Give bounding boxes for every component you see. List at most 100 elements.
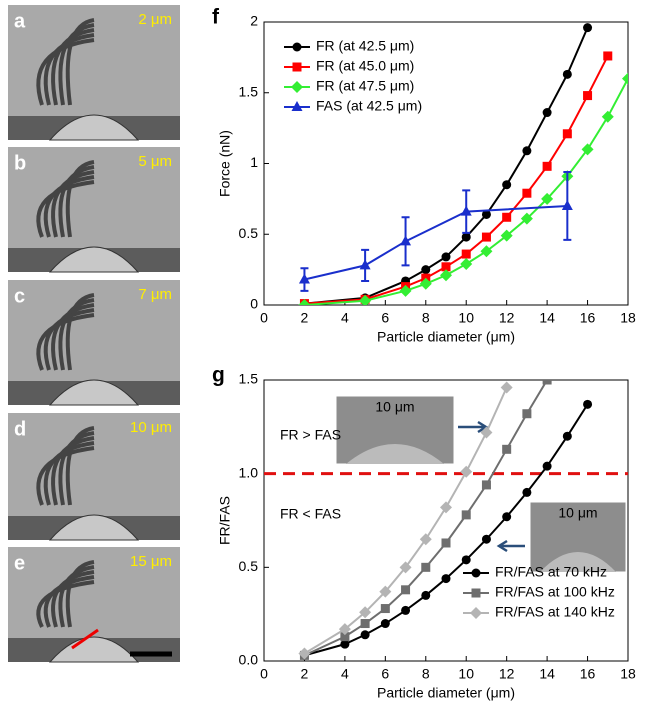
panel-letter: a — [14, 10, 26, 32]
marker — [400, 235, 412, 246]
marker — [441, 262, 451, 272]
inset-label: 10 μm — [375, 399, 414, 415]
marker — [359, 606, 372, 619]
marker — [583, 23, 593, 33]
marker — [340, 639, 350, 649]
marker — [480, 426, 493, 439]
particle-track — [36, 446, 95, 506]
x-tick-label: 10 — [458, 666, 474, 682]
marker — [603, 51, 613, 61]
series-line — [304, 27, 589, 305]
marker — [542, 461, 552, 471]
marker — [441, 574, 451, 584]
scale-label: 5 μm — [138, 153, 172, 170]
marker — [460, 205, 472, 216]
marker — [522, 487, 532, 497]
arrow — [458, 420, 489, 434]
marker — [481, 480, 491, 490]
x-tick-label: 8 — [422, 666, 430, 682]
scale-label: 10 μm — [130, 419, 172, 436]
legend-label: FR (at 47.5 μm) — [316, 78, 414, 94]
x-tick-label: 2 — [301, 666, 309, 682]
marker — [542, 380, 552, 385]
marker — [581, 143, 594, 156]
y-tick-label: 1 — [250, 154, 258, 170]
marker — [380, 619, 390, 629]
marker — [421, 265, 431, 275]
scale-label: 2 μm — [138, 11, 172, 28]
y-tick-label: 1.0 — [239, 464, 259, 480]
arrow — [496, 539, 525, 553]
marker — [338, 623, 351, 636]
pillar — [48, 114, 140, 141]
marker — [601, 110, 614, 123]
marker — [419, 277, 432, 290]
marker — [440, 501, 452, 514]
marker — [298, 647, 311, 660]
x-tick-label: 18 — [620, 310, 636, 326]
marker — [481, 232, 491, 242]
marker — [461, 232, 471, 242]
x-axis-label: Particle diameter (μm) — [377, 329, 515, 345]
x-tick-label: 14 — [539, 310, 555, 326]
panel-letter: b — [14, 152, 26, 174]
legend-label: FR/FAS at 100 kHz — [495, 584, 615, 600]
annotation: FR < FAS — [280, 506, 341, 522]
marker — [359, 294, 372, 305]
x-tick-label: 6 — [381, 310, 389, 326]
marker — [399, 284, 412, 297]
series-group — [298, 23, 628, 305]
marker — [500, 229, 513, 242]
legend-label: FAS (at 42.5 μm) — [316, 98, 422, 114]
marker — [470, 607, 482, 619]
panel-letter: g — [212, 364, 225, 387]
x-tick-label: 2 — [301, 310, 309, 326]
x-tick-label: 12 — [499, 666, 515, 682]
marker — [522, 188, 532, 198]
marker — [522, 146, 532, 156]
marker — [401, 585, 411, 595]
x-tick-label: 0 — [260, 666, 268, 682]
marker — [502, 444, 512, 454]
y-tick-label: 0 — [250, 296, 258, 312]
marker — [583, 91, 593, 101]
marker — [441, 252, 451, 262]
arrow — [71, 628, 99, 650]
micro-image: b 5 μm — [8, 147, 180, 273]
marker — [481, 534, 491, 544]
marker — [291, 81, 303, 93]
x-tick-label: 18 — [620, 666, 636, 682]
pillar — [48, 636, 140, 663]
particle-track — [36, 38, 95, 106]
x-tick-label: 8 — [422, 310, 430, 326]
micro-image: c 7 μm — [8, 280, 180, 406]
inset-pillar — [346, 444, 444, 464]
marker — [291, 101, 303, 111]
marker — [471, 588, 481, 598]
legend-label: FR (at 45.0 μm) — [316, 58, 414, 74]
series-line — [303, 387, 508, 655]
marker — [421, 562, 431, 572]
annotation: FR > FAS — [280, 427, 341, 443]
marker — [360, 619, 370, 629]
micro-image: e 15 μm — [8, 547, 180, 663]
pillar — [48, 379, 140, 406]
marker — [460, 465, 473, 478]
marker — [461, 249, 471, 259]
marker — [480, 245, 493, 258]
x-axis-label: Particle diameter (μm) — [377, 685, 515, 701]
marker — [360, 630, 370, 640]
x-tick-label: 16 — [580, 666, 596, 682]
marker — [298, 273, 310, 284]
y-tick-label: 1.5 — [239, 371, 259, 387]
micro-image: d 10 μm — [8, 413, 180, 541]
x-tick-label: 12 — [499, 310, 515, 326]
pillar — [48, 246, 140, 273]
pillar — [48, 514, 140, 541]
marker — [622, 72, 628, 85]
marker — [419, 533, 432, 546]
marker — [500, 381, 513, 394]
x-tick-label: 4 — [341, 666, 349, 682]
